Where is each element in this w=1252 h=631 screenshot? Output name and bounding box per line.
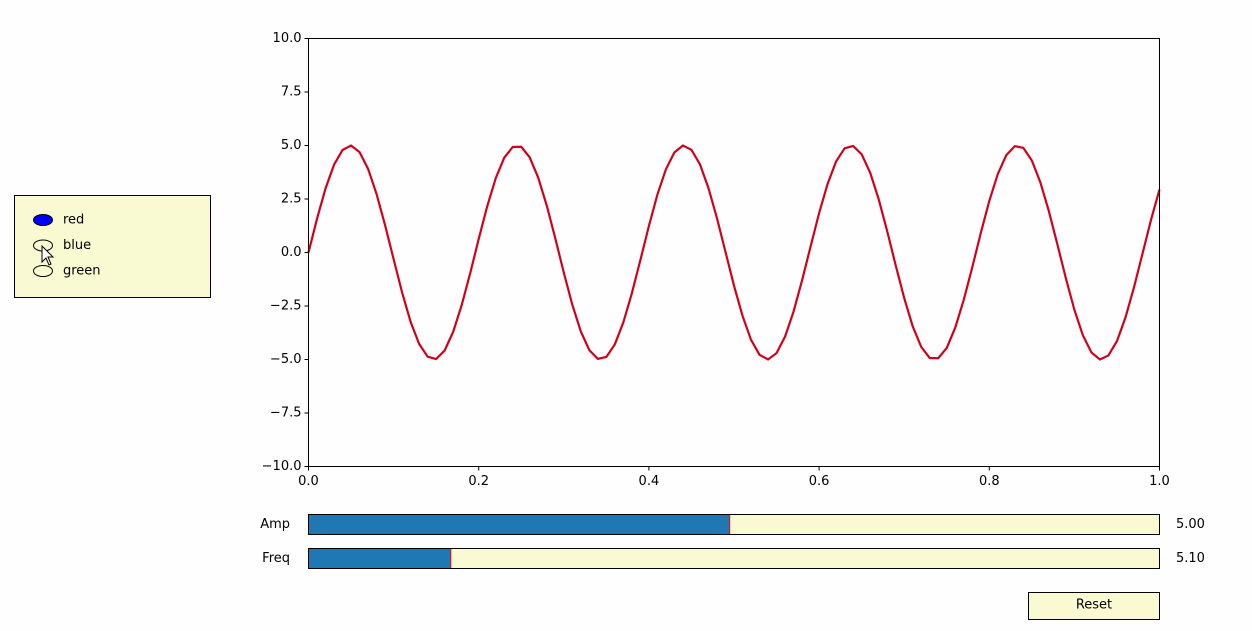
cursor <box>41 244 55 266</box>
y-tick-label: 5.0 <box>281 138 302 153</box>
y-tick-label: −10.0 <box>262 459 302 474</box>
y-tick-label: 10.0 <box>273 31 302 46</box>
radio-button[interactable] <box>33 265 53 277</box>
data-line <box>307 144 1161 361</box>
slider-value: 5.10 <box>1176 551 1205 566</box>
plot <box>307 144 1161 361</box>
y-tick-label: 7.5 <box>281 85 302 100</box>
x-tick-label: 0.0 <box>298 474 319 489</box>
radio-button[interactable] <box>33 214 53 226</box>
y-tick-label: 0.0 <box>281 245 302 260</box>
radio-label[interactable]: red <box>63 213 84 228</box>
x-tick-label: 0.6 <box>809 474 830 489</box>
x-tick-label: 1.0 <box>1149 474 1170 489</box>
x-tick-label: 0.4 <box>639 474 660 489</box>
slider-frame <box>308 548 1160 569</box>
radio-label[interactable]: green <box>63 264 101 279</box>
plot-area <box>308 38 1160 467</box>
y-tick-label: −2.5 <box>270 299 302 314</box>
slider-label: Amp <box>260 517 290 532</box>
slider-value: 5.00 <box>1176 517 1205 532</box>
slider-fill <box>308 548 451 569</box>
x-tick-label: 0.8 <box>979 474 1000 489</box>
x-tick-label: 0.2 <box>468 474 489 489</box>
y-tick-label: −5.0 <box>270 352 302 367</box>
y-tick-label: 2.5 <box>281 192 302 207</box>
slider-label: Freq <box>262 551 290 566</box>
button-label[interactable]: Reset <box>1076 598 1112 613</box>
reset-button[interactable] <box>1028 592 1160 620</box>
y-tick-label: −7.5 <box>270 406 302 421</box>
radio-label[interactable]: blue <box>63 238 91 253</box>
slider-frame <box>308 514 1160 535</box>
slider-fill <box>308 514 730 535</box>
